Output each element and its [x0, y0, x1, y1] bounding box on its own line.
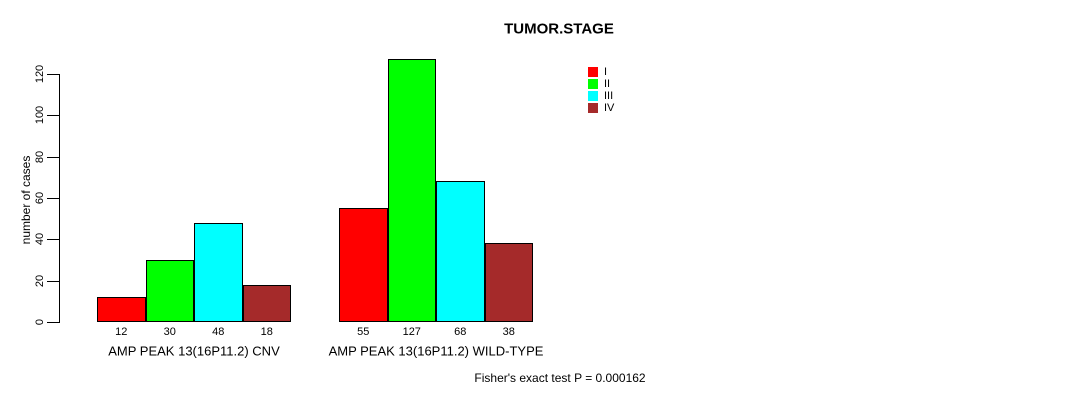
group-label: AMP PEAK 13(16P11.2) WILD-TYPE	[328, 343, 544, 359]
bar-iii	[194, 222, 243, 322]
y-tick-label: 120	[34, 64, 46, 84]
y-tick-label: 100	[34, 106, 46, 125]
bar-value-label: 30	[163, 325, 176, 338]
bar-iii	[436, 181, 485, 322]
group-label: AMP PEAK 13(16P11.2) CNV	[108, 343, 280, 359]
legend-item-ii: II	[588, 78, 610, 90]
bar-value-label: 38	[502, 325, 515, 338]
y-axis-line	[59, 73, 60, 323]
y-axis-label: number of cases	[19, 155, 33, 245]
legend-swatch-iv	[588, 103, 598, 113]
bar-i	[97, 297, 146, 322]
bar-ii	[145, 259, 194, 322]
y-tick-mark	[47, 156, 59, 158]
y-tick-mark	[47, 280, 59, 282]
legend-swatch-iii	[588, 91, 598, 101]
y-tick-mark	[47, 239, 59, 241]
bar-value-label: 18	[260, 325, 273, 338]
legend-item-i: I	[588, 66, 607, 78]
legend-label: IV	[604, 102, 615, 114]
legend-item-iv: IV	[588, 102, 614, 114]
chart-title: TUMOR.STAGE	[504, 20, 614, 38]
legend-label: I	[604, 66, 608, 78]
bar-ii	[387, 59, 436, 322]
y-tick-label: 0	[34, 318, 46, 326]
y-tick-mark	[47, 322, 59, 323]
legend-label: III	[604, 90, 614, 102]
legend-label: II	[604, 78, 611, 90]
legend-item-iii: III	[588, 90, 613, 102]
bar-iv	[484, 243, 533, 322]
legend-swatch-ii	[588, 79, 598, 89]
bar-value-label: 127	[402, 325, 421, 338]
bar-value-label: 12	[115, 325, 128, 338]
legend-swatch-i	[588, 67, 598, 77]
y-tick-label: 80	[34, 150, 46, 163]
bar-value-label: 68	[454, 325, 467, 338]
stat-test-result: Fisher's exact test P = 0.000162	[474, 371, 646, 385]
y-tick-mark	[47, 197, 59, 199]
y-tick-mark	[47, 115, 59, 117]
y-tick-mark	[47, 73, 59, 75]
bar-i	[339, 208, 388, 322]
y-tick-label: 60	[34, 191, 46, 205]
y-tick-label: 20	[34, 274, 46, 287]
bar-iv	[242, 284, 291, 322]
bar-value-label: 48	[212, 325, 225, 338]
y-tick-label: 40	[34, 233, 46, 246]
bar-value-label: 55	[357, 325, 370, 338]
